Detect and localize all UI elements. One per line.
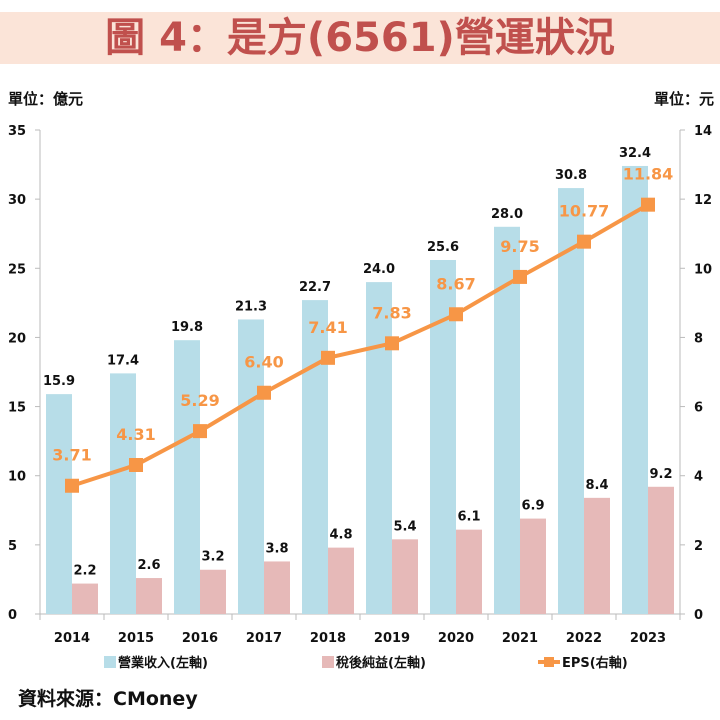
eps-label: 8.67 [436,274,475,293]
revenue-label: 32.4 [619,146,651,161]
left-tick-label: 10 [8,470,26,485]
eps-point [65,478,79,493]
revenue-bar [366,282,392,614]
eps-label: 4.31 [116,425,155,444]
net-income-bar [392,539,418,614]
x-tick-label: 2022 [566,631,602,646]
left-tick-label: 15 [8,401,26,416]
right-tick-label: 0 [694,608,703,623]
eps-point [257,385,271,400]
eps-label: 11.84 [623,165,674,184]
net-income-bar [328,547,354,614]
right-tick-label: 2 [694,539,703,554]
revenue-label: 22.7 [299,280,331,295]
eps-label: 6.40 [244,353,283,372]
legend-eps-marker [544,657,554,667]
revenue-label: 17.4 [107,353,139,368]
right-tick-label: 14 [694,124,712,139]
net-income-label: 5.4 [393,519,416,534]
net-income-label: 6.1 [457,510,480,525]
revenue-label: 15.9 [43,374,75,389]
x-tick-label: 2015 [118,631,154,646]
right-tick-label: 12 [694,193,712,208]
left-tick-label: 5 [8,539,17,554]
chart-title: 圖 4：是方(6561)營運狀況 [0,12,720,64]
eps-point [641,197,655,212]
x-tick-label: 2018 [310,631,346,646]
right-axis-unit: 單位：元 [653,90,714,108]
left-tick-label: 20 [8,331,26,346]
eps-point [129,457,143,472]
left-tick-label: 0 [8,608,17,623]
x-tick-label: 2014 [54,631,90,646]
revenue-label: 30.8 [555,168,587,183]
right-tick-label: 6 [694,401,703,416]
revenue-bar [558,188,584,614]
net-income-label: 3.2 [201,550,224,565]
net-income-label: 6.9 [521,499,544,514]
legend-revenue-swatch [104,656,116,668]
left-tick-label: 35 [8,124,26,139]
revenue-label: 25.6 [427,240,459,255]
net-income-label: 8.4 [585,478,608,493]
legend-eps-label: EPS(右軸) [562,655,628,671]
left-axis-unit: 單位：億元 [8,90,84,108]
revenue-label: 24.0 [363,262,395,277]
net-income-label: 3.8 [265,541,288,556]
eps-point [321,350,335,365]
eps-label: 9.75 [500,237,539,256]
eps-point [577,234,591,249]
x-tick-label: 2023 [630,631,666,646]
left-tick-label: 30 [8,193,26,208]
revenue-bar [110,373,136,614]
left-tick-label: 25 [8,262,26,277]
legend-net-income-swatch [322,656,334,668]
eps-label: 3.71 [52,446,91,465]
eps-label: 7.83 [372,303,411,322]
x-tick-label: 2020 [438,631,474,646]
eps-line [71,202,650,488]
net-income-label: 4.8 [329,528,352,543]
revenue-bar [238,319,264,614]
legend-revenue-label: 營業收入(左軸) [118,655,208,671]
eps-point [513,269,527,284]
right-tick-label: 8 [694,331,703,346]
net-income-label: 2.6 [137,558,160,573]
revenue-label: 19.8 [171,320,203,335]
revenue-bar [622,165,648,614]
eps-point [449,307,463,322]
net-income-bar [136,578,162,614]
net-income-bar [584,497,610,614]
revenue-bar [174,340,200,614]
eps-label: 5.29 [180,391,219,410]
revenue-label: 21.3 [235,299,267,314]
net-income-bar [456,529,482,614]
eps-point [385,336,399,351]
eps-point [193,424,207,439]
net-income-bar [72,583,98,614]
legend-net-income-label: 稅後純益(左軸) [336,655,426,671]
net-income-bar [200,569,226,614]
x-tick-label: 2016 [182,631,218,646]
revenue-label: 28.0 [491,207,523,222]
revenue-bar [46,394,72,614]
revenue-bar [302,300,328,614]
eps-label: 7.41 [308,318,347,337]
net-income-bar [520,518,546,614]
eps-label: 10.77 [559,202,610,221]
net-income-label: 9.2 [649,467,672,482]
right-tick-label: 10 [694,262,712,277]
x-tick-label: 2019 [374,631,410,646]
x-tick-label: 2017 [246,631,282,646]
x-tick-label: 2021 [502,631,538,646]
right-tick-label: 4 [694,470,703,485]
net-income-bar [648,486,674,614]
source-note: 資料來源：CMoney [18,688,198,710]
net-income-label: 2.2 [73,564,96,579]
net-income-bar [264,561,290,614]
